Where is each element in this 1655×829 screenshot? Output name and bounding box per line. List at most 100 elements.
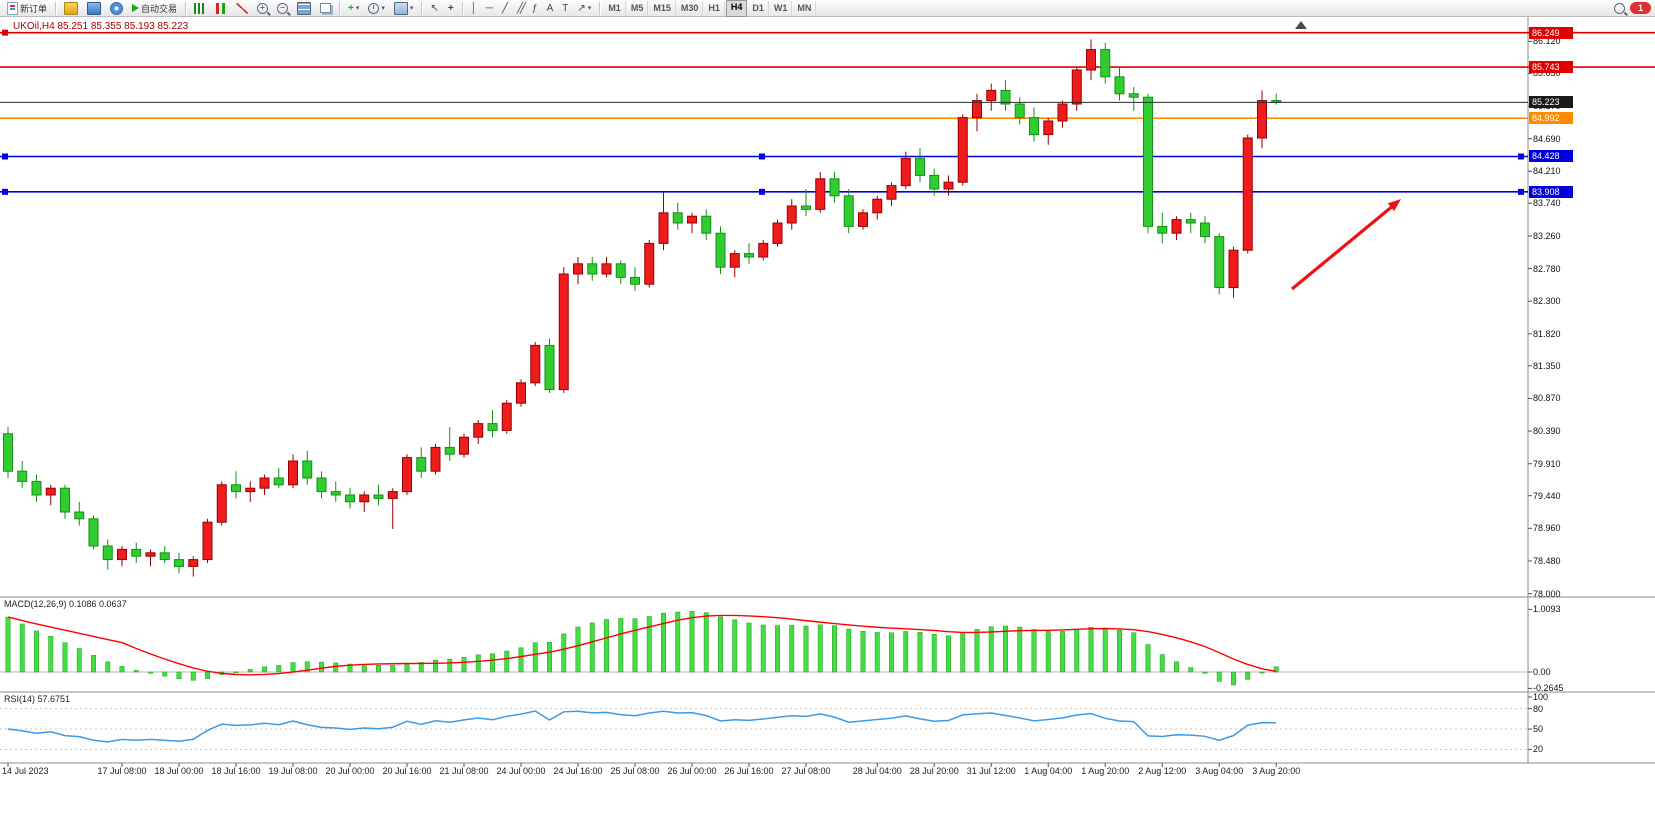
price-badge: 86.249 xyxy=(1529,26,1573,39)
macd-histogram-bar xyxy=(361,664,367,673)
macd-histogram-bar xyxy=(532,642,538,673)
macd-histogram-bar xyxy=(247,669,253,673)
macd-histogram-bar xyxy=(290,662,296,673)
template-button[interactable]: ▾ xyxy=(390,0,418,17)
candle xyxy=(459,436,469,455)
line-chart-button[interactable] xyxy=(232,0,252,17)
macd-histogram-bar xyxy=(1259,671,1265,674)
time-axis-label: 20 Jul 16:00 xyxy=(382,766,432,776)
macd-histogram-bar xyxy=(889,632,894,673)
candle xyxy=(530,344,541,384)
time-axis-label: 17 Jul 08:00 xyxy=(97,766,147,776)
arrows-button[interactable]: ↗ ▾ xyxy=(573,0,595,17)
notification-badge[interactable]: 1 xyxy=(1630,2,1651,14)
price-badge: 84.428 xyxy=(1529,150,1573,163)
price-axis-label: 84.690 xyxy=(1533,133,1561,144)
candle xyxy=(601,263,612,275)
vertical-line-button[interactable]: │ xyxy=(467,0,481,17)
timeframe-h1[interactable]: H1 xyxy=(704,0,725,16)
line-handle[interactable] xyxy=(1518,153,1524,160)
cascade-windows-button[interactable] xyxy=(316,0,335,17)
timeframe-m30[interactable]: M30 xyxy=(677,0,704,16)
add-indicator-icon: + xyxy=(348,2,354,14)
candle xyxy=(373,494,384,499)
macd-histogram-bar xyxy=(1231,671,1236,686)
line-handle[interactable] xyxy=(2,188,8,195)
price-axis-label: 79.440 xyxy=(1533,490,1561,501)
new-order-button[interactable]: 新订单 xyxy=(3,0,51,17)
new-order-label: 新订单 xyxy=(20,3,48,14)
period-selector-button[interactable]: ▾ xyxy=(364,0,389,17)
trend-arrow-annotation[interactable] xyxy=(1290,203,1396,291)
timeframe-h4[interactable]: H4 xyxy=(725,0,748,17)
chart-title: UKOil,H4 85.251 85.355 85.193 85.223 xyxy=(13,21,189,32)
line-handle[interactable] xyxy=(1518,188,1524,195)
macd-histogram-bar xyxy=(718,616,723,673)
clock-icon xyxy=(368,2,380,14)
data-window-button[interactable] xyxy=(83,0,105,17)
macd-histogram-bar xyxy=(1017,626,1023,673)
zoom-in-button[interactable]: + xyxy=(253,0,272,17)
time-axis-label: 20 Jul 00:00 xyxy=(325,766,375,776)
macd-histogram-bar xyxy=(1102,627,1108,673)
channel-icon: ╱ xyxy=(517,2,524,14)
market-watch-button[interactable] xyxy=(60,0,82,17)
search-button[interactable] xyxy=(1610,0,1629,17)
chart-shift-marker[interactable] xyxy=(1295,21,1307,29)
price-badge: 85.743 xyxy=(1529,61,1573,74)
macd-histogram-bar xyxy=(789,625,795,673)
candle xyxy=(316,477,327,493)
candle xyxy=(886,185,897,200)
line-handle[interactable] xyxy=(2,153,8,160)
navigator-button[interactable] xyxy=(106,0,127,17)
tile-windows-button[interactable] xyxy=(293,0,315,17)
macd-histogram-bar xyxy=(1117,629,1122,673)
timeframe-m5[interactable]: M5 xyxy=(627,0,649,16)
price-axis[interactable] xyxy=(1528,17,1655,763)
timeframe-w1[interactable]: W1 xyxy=(770,0,793,16)
macd-histogram-bar xyxy=(176,671,182,680)
candle xyxy=(330,491,341,496)
macd-histogram-bar xyxy=(262,666,267,673)
text-icon: A xyxy=(546,2,554,14)
autotrade-play-icon xyxy=(132,4,140,12)
fibonacci-button[interactable]: ƒ xyxy=(528,0,542,17)
timeframe-m1[interactable]: M1 xyxy=(604,0,626,16)
candle xyxy=(1228,249,1239,289)
channel-button[interactable]: ╱ xyxy=(513,0,527,17)
horizontal-line-button[interactable]: ─ xyxy=(482,0,497,17)
line-handle[interactable] xyxy=(759,153,765,160)
autotrade-button[interactable]: 自动交易 xyxy=(128,0,181,17)
macd-histogram-bar xyxy=(447,658,453,673)
time-axis-label: 3 Aug 20:00 xyxy=(1252,766,1301,776)
timeframe-mn[interactable]: MN xyxy=(793,0,817,16)
navigator-icon xyxy=(110,1,124,15)
macd-histogram-bar xyxy=(333,662,339,673)
line-handle[interactable] xyxy=(2,29,8,36)
line-handle[interactable] xyxy=(759,188,765,195)
horizontal-line-icon: ─ xyxy=(485,2,493,14)
cursor-button[interactable]: ↖ xyxy=(426,0,442,17)
timeframe-d1[interactable]: D1 xyxy=(748,0,769,16)
candle xyxy=(31,480,42,496)
candlestick-chart-button[interactable] xyxy=(211,0,231,17)
crosshair-icon: + xyxy=(447,2,454,14)
text-button[interactable]: A xyxy=(543,0,558,17)
macd-histogram-bar xyxy=(760,624,766,673)
macd-signal-line xyxy=(7,614,1277,676)
bar-chart-button[interactable] xyxy=(190,0,210,17)
macd-histogram-bar xyxy=(917,632,923,673)
trendline-button[interactable]: ╱ xyxy=(498,0,512,17)
macd-histogram-bar xyxy=(1202,671,1208,674)
zoom-out-button[interactable]: − xyxy=(273,0,292,17)
text-label-button[interactable]: T xyxy=(558,0,572,17)
macd-histogram-bar xyxy=(646,616,652,673)
add-indicator-button[interactable]: + ▾ xyxy=(344,0,363,17)
macd-histogram-bar xyxy=(575,626,581,673)
macd-histogram-bar xyxy=(803,625,809,673)
macd-histogram-bar xyxy=(860,630,866,673)
timeframe-m15[interactable]: M15 xyxy=(649,0,676,16)
crosshair-button[interactable]: + xyxy=(444,0,458,17)
rsi-indicator-label: RSI(14) 57.6751 xyxy=(4,694,71,704)
